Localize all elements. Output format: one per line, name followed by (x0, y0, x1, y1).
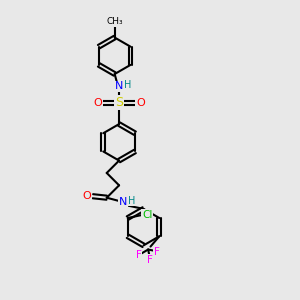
Text: O: O (136, 98, 145, 108)
Text: H: H (128, 196, 135, 206)
Text: N: N (115, 81, 123, 92)
Text: CH₃: CH₃ (106, 17, 123, 26)
Text: F: F (154, 248, 160, 257)
Text: Cl: Cl (142, 210, 153, 220)
Text: N: N (119, 197, 127, 207)
Text: F: F (147, 255, 153, 265)
Text: O: O (82, 191, 91, 201)
Text: O: O (94, 98, 102, 108)
Text: H: H (124, 80, 132, 90)
Text: F: F (136, 250, 142, 260)
Text: S: S (115, 96, 123, 109)
